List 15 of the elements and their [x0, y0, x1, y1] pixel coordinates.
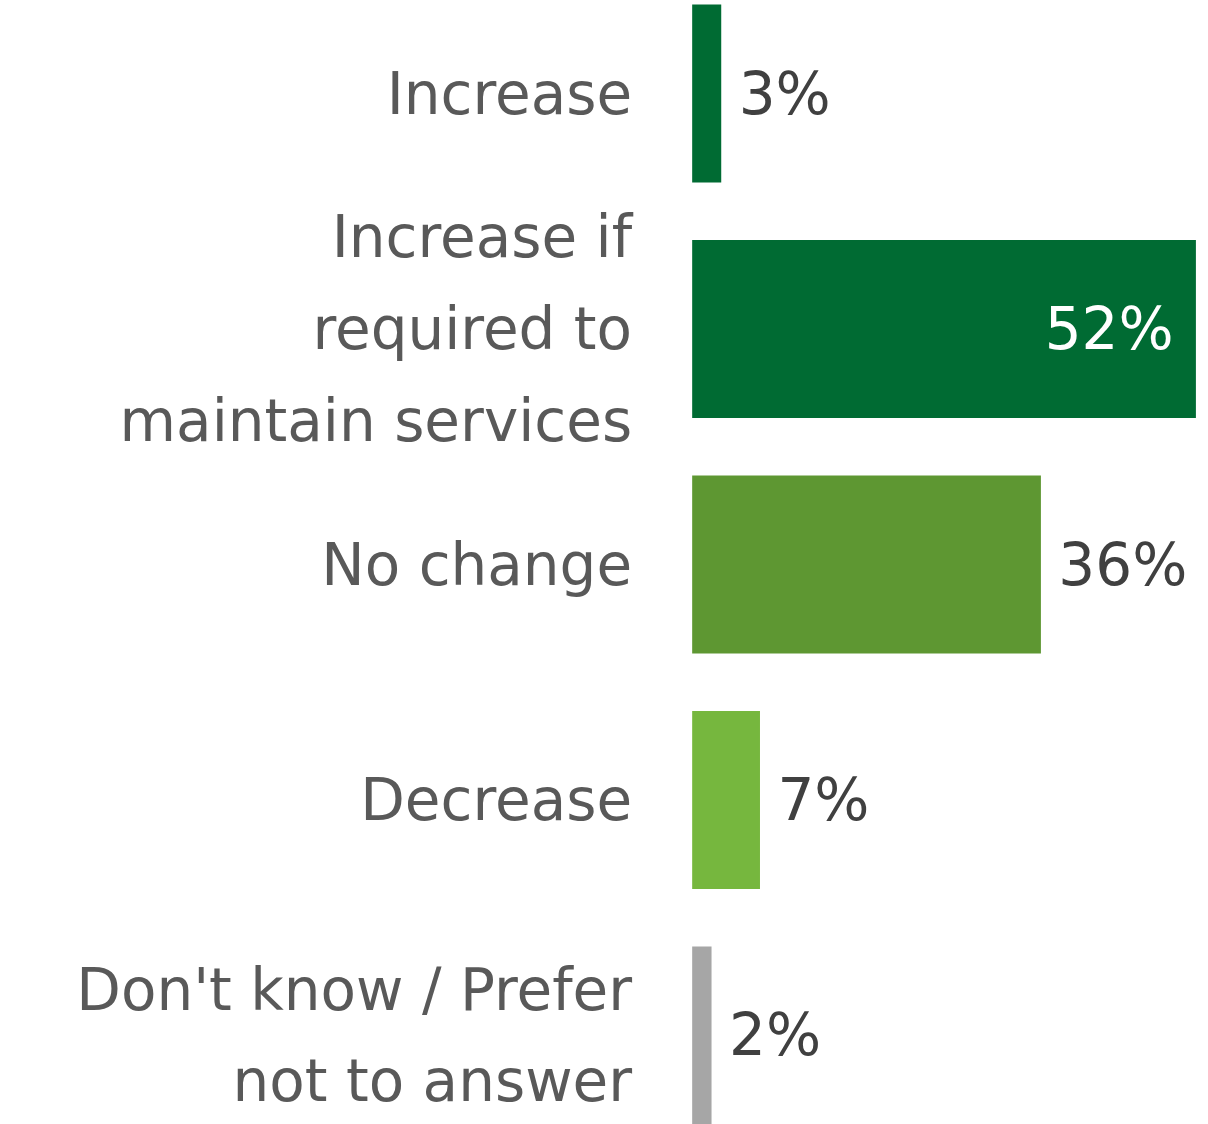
y-tick-label: Don't know / Prefer not to answer: [76, 955, 633, 1116]
bar: [692, 240, 1196, 418]
y-tick-label: Increase: [386, 59, 633, 128]
data-label: 36%: [1058, 530, 1188, 599]
bar: [692, 711, 760, 889]
data-label: 52%: [1044, 295, 1174, 364]
data-label: 7%: [777, 765, 870, 834]
data-label: 2%: [728, 1001, 821, 1070]
y-tick-label: Decrease: [360, 765, 633, 834]
bar: [692, 4, 722, 183]
bar: [692, 946, 712, 1124]
y-tick-label: Increase if required to maintain services: [119, 203, 634, 455]
bar: [692, 475, 1041, 654]
data-label: 3%: [738, 59, 831, 128]
y-tick-label: No change: [321, 530, 633, 599]
